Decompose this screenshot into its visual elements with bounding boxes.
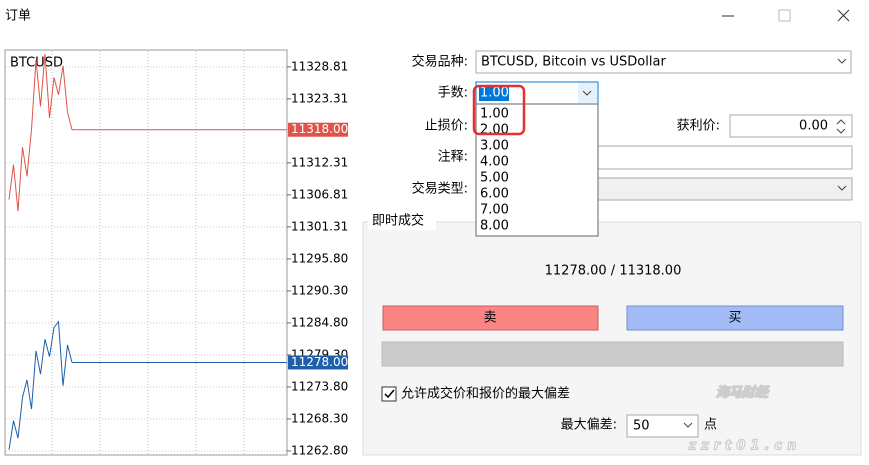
take-profit-value: 0.00 <box>799 119 828 134</box>
deviation-value: 50 <box>633 419 650 434</box>
volume-option[interactable]: 8.00 <box>480 219 509 234</box>
group-title-bg <box>368 212 436 230</box>
y-tick-label: 11295.80 <box>291 251 348 265</box>
watermark-name: 海马财经 <box>716 385 770 401</box>
chart-area <box>4 49 288 456</box>
volume-label: 手数: <box>438 86 468 101</box>
price-line <box>8 54 73 212</box>
symbol-label: 交易品种: <box>412 54 468 70</box>
highlight-box <box>472 84 526 136</box>
progress-bar <box>381 341 844 367</box>
price-label: 11318.00 <box>291 122 348 136</box>
y-tick-label: 11268.30 <box>291 411 348 425</box>
y-tick-label: 11290.30 <box>291 283 348 297</box>
buy-button[interactable] <box>626 305 844 331</box>
volume-option[interactable]: 7.00 <box>480 203 509 218</box>
dropdown-arrow <box>582 90 592 96</box>
vertical-grid <box>51 51 245 454</box>
comment-label: 注释: <box>438 150 468 165</box>
volume-option[interactable]: 1.00 <box>480 107 509 122</box>
y-tick-label: 11262.80 <box>291 443 348 457</box>
buy-label: 买 <box>728 311 741 326</box>
close-button[interactable] <box>837 9 850 22</box>
deviation-unit: 点 <box>704 418 717 433</box>
watermark-site: zzrt01.cn <box>688 439 802 454</box>
order-type-label: 交易类型: <box>412 181 468 197</box>
instant-group <box>362 221 862 456</box>
checkbox-label: 允许成交价和报价的最大偏差 <box>401 386 570 402</box>
stop-loss-label: 止损价: <box>425 119 468 134</box>
price-label-box <box>288 355 348 370</box>
y-tick-label: 11312.31 <box>291 155 348 169</box>
take-profit-input[interactable] <box>729 114 853 138</box>
y-tick-label: 11323.31 <box>291 91 348 105</box>
dropdown-arrow <box>837 185 847 191</box>
symbol-value: BTCUSD, Bitcoin vs USDollar <box>481 55 666 70</box>
deviation-select[interactable] <box>626 414 699 438</box>
sell-label: 卖 <box>483 311 496 326</box>
volume-dropdown <box>475 103 599 237</box>
deviation-label: 最大偏差: <box>561 418 617 433</box>
volume-option[interactable]: 4.00 <box>480 155 509 170</box>
y-tick-label: 11306.81 <box>291 187 348 201</box>
checkbox[interactable] <box>381 386 397 402</box>
spinner[interactable] <box>836 119 846 134</box>
take-profit-label: 获利价: <box>677 119 720 134</box>
prices: 11278.00 / 11318.00 <box>545 264 682 279</box>
window-title: 订单 <box>5 9 31 24</box>
volume-option[interactable]: 5.00 <box>480 171 509 186</box>
symbol-select[interactable] <box>475 50 852 74</box>
group-title: 即时成交 <box>372 213 424 229</box>
volume-arrow-button[interactable] <box>578 83 597 103</box>
y-tick-label: 11328.81 <box>291 59 348 73</box>
price-label-box <box>288 122 348 137</box>
sell-button[interactable] <box>382 305 599 331</box>
volume-value: 1.00 <box>480 86 509 101</box>
dropdown-arrow <box>683 422 693 428</box>
y-tick-label: 11301.31 <box>291 219 348 233</box>
volume-option[interactable]: 6.00 <box>480 187 509 202</box>
checkmark <box>384 389 395 399</box>
dropdown-arrow <box>837 58 847 64</box>
maximize-button[interactable] <box>778 9 791 22</box>
volume-option[interactable]: 3.00 <box>480 139 509 154</box>
price-label: 11278.00 <box>291 355 348 369</box>
volume-highlight <box>479 85 509 101</box>
price-line <box>8 320 73 450</box>
y-tick-label: 11284.80 <box>291 315 348 329</box>
y-tick-label: 11273.80 <box>291 379 348 393</box>
